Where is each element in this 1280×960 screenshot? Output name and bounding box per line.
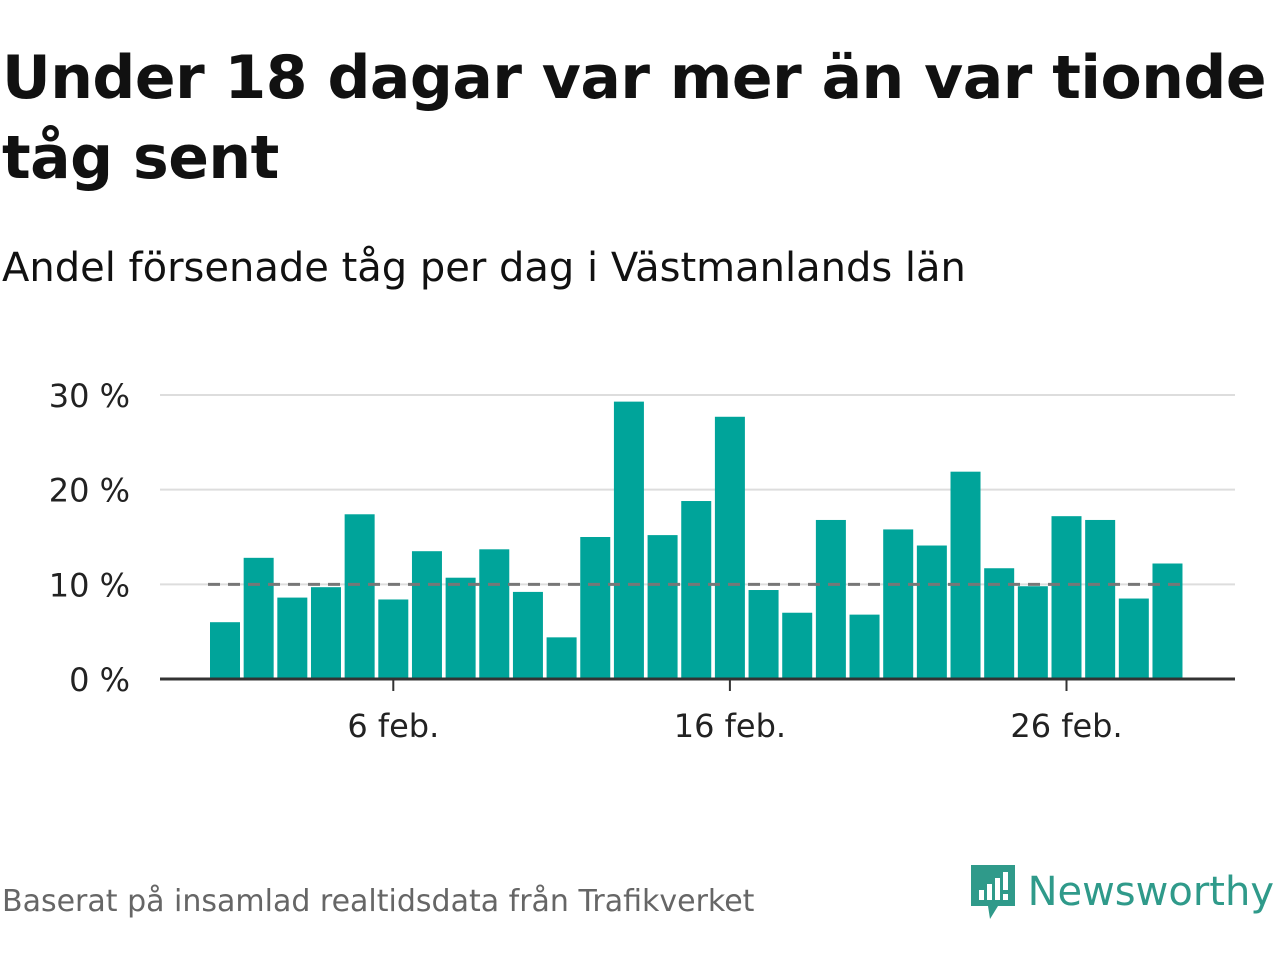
bar [1051, 516, 1082, 679]
bar [647, 535, 678, 679]
bar [748, 590, 779, 679]
bar-chart: 0 % 10 % 20 % 30 % 6 feb. 16 feb. 26 feb. [49, 377, 1235, 745]
bar [1085, 519, 1116, 679]
bar [546, 637, 577, 679]
bar [883, 529, 914, 679]
bar [1118, 598, 1149, 679]
bars [210, 401, 1183, 679]
bar [984, 568, 1015, 679]
y-axis-labels: 0 % 10 % 20 % 30 % [49, 377, 130, 699]
chart-subtitle: Andel försenade tåg per dag i Västmanlan… [2, 245, 966, 291]
bar [210, 622, 240, 679]
x-axis [160, 677, 1235, 691]
bar [1017, 586, 1048, 679]
y-tick-label: 20 % [49, 472, 130, 510]
bar [277, 597, 308, 679]
bar [512, 591, 543, 679]
bar [378, 599, 409, 679]
bar [916, 545, 947, 679]
bar [344, 514, 375, 679]
newsworthy-logo-icon [970, 865, 1015, 919]
bar [950, 471, 981, 679]
brand: Newsworthy [968, 862, 1274, 922]
bar [849, 614, 880, 679]
chart-title: Under 18 dagar var mer än var tionde tåg… [2, 43, 1267, 193]
bar [714, 416, 745, 679]
bar [243, 557, 274, 679]
y-tick-label: 0 % [69, 661, 130, 699]
bar [815, 519, 846, 679]
brand-name: Newsworthy [1027, 869, 1274, 915]
bar [613, 401, 644, 679]
bar [411, 551, 442, 679]
x-axis-labels: 6 feb. 16 feb. 26 feb. [347, 707, 1122, 745]
bar [479, 549, 510, 679]
x-tick-label: 6 feb. [347, 707, 439, 745]
bar [310, 587, 341, 679]
x-tick-label: 16 feb. [674, 707, 786, 745]
bar [580, 537, 611, 679]
bar [1152, 563, 1183, 679]
y-tick-label: 10 % [49, 566, 130, 604]
bar [445, 577, 476, 679]
x-tick-label: 26 feb. [1010, 707, 1122, 745]
y-tick-label: 30 % [49, 377, 130, 415]
source-note: Baserat på insamlad realtidsdata från Tr… [2, 884, 755, 919]
bar [681, 501, 712, 679]
bar [782, 612, 813, 679]
